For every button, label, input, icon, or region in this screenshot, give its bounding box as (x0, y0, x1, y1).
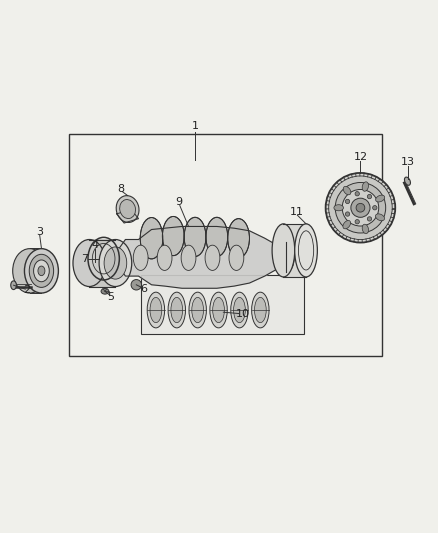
Text: 4: 4 (92, 240, 99, 250)
Bar (89, 239, 116, 287)
Ellipse shape (99, 239, 132, 287)
Circle shape (355, 191, 360, 196)
Ellipse shape (279, 241, 294, 272)
Ellipse shape (168, 292, 185, 328)
Circle shape (328, 176, 392, 239)
Ellipse shape (34, 260, 49, 282)
Text: 5: 5 (107, 292, 114, 302)
Circle shape (345, 212, 350, 216)
Ellipse shape (228, 219, 250, 258)
Ellipse shape (189, 292, 206, 328)
Text: 8: 8 (117, 183, 124, 193)
Circle shape (345, 199, 350, 204)
Text: 3: 3 (36, 227, 43, 237)
Text: 9: 9 (175, 197, 183, 207)
Circle shape (351, 198, 370, 217)
Ellipse shape (272, 224, 295, 277)
Ellipse shape (29, 254, 53, 287)
Text: 13: 13 (401, 157, 415, 167)
Ellipse shape (147, 292, 165, 328)
Circle shape (355, 220, 360, 224)
Ellipse shape (362, 182, 368, 191)
Text: 6: 6 (141, 284, 148, 294)
Ellipse shape (295, 224, 318, 277)
Ellipse shape (213, 297, 224, 322)
Ellipse shape (13, 249, 47, 293)
Ellipse shape (233, 297, 245, 322)
Bar (283, 224, 306, 277)
Ellipse shape (133, 245, 148, 270)
Text: 2: 2 (23, 286, 30, 295)
Ellipse shape (206, 217, 228, 256)
Text: 11: 11 (290, 207, 304, 217)
Ellipse shape (252, 292, 269, 328)
Circle shape (325, 173, 395, 243)
Ellipse shape (150, 297, 162, 322)
Bar (141, 275, 304, 334)
Ellipse shape (375, 214, 385, 221)
Ellipse shape (181, 245, 196, 270)
Ellipse shape (210, 292, 227, 328)
Circle shape (356, 204, 365, 212)
Ellipse shape (231, 292, 248, 328)
Polygon shape (117, 209, 138, 223)
Ellipse shape (11, 281, 16, 289)
Ellipse shape (101, 288, 109, 294)
Ellipse shape (254, 297, 266, 322)
Ellipse shape (343, 187, 351, 195)
Ellipse shape (205, 245, 220, 270)
Circle shape (373, 206, 377, 210)
Text: 7: 7 (81, 254, 88, 264)
Ellipse shape (334, 205, 343, 211)
Ellipse shape (38, 266, 45, 276)
Ellipse shape (362, 224, 368, 233)
Bar (30, 248, 43, 293)
Ellipse shape (25, 249, 58, 293)
Ellipse shape (404, 177, 410, 185)
Bar (69, 134, 382, 356)
Circle shape (367, 195, 372, 199)
Ellipse shape (116, 196, 139, 222)
Ellipse shape (376, 195, 385, 202)
Polygon shape (113, 227, 286, 288)
Ellipse shape (192, 297, 204, 322)
Text: 12: 12 (353, 152, 367, 162)
Ellipse shape (171, 297, 183, 322)
Ellipse shape (229, 245, 244, 270)
Ellipse shape (184, 217, 206, 256)
Text: 10: 10 (236, 309, 250, 319)
Circle shape (342, 189, 379, 226)
Ellipse shape (120, 199, 135, 219)
Circle shape (335, 182, 386, 233)
Ellipse shape (73, 239, 106, 287)
Ellipse shape (157, 245, 172, 270)
Ellipse shape (104, 247, 127, 279)
Ellipse shape (343, 221, 350, 229)
Circle shape (131, 279, 141, 290)
Ellipse shape (140, 217, 163, 259)
Text: 1: 1 (191, 121, 198, 131)
Ellipse shape (162, 216, 184, 256)
Circle shape (367, 217, 372, 221)
